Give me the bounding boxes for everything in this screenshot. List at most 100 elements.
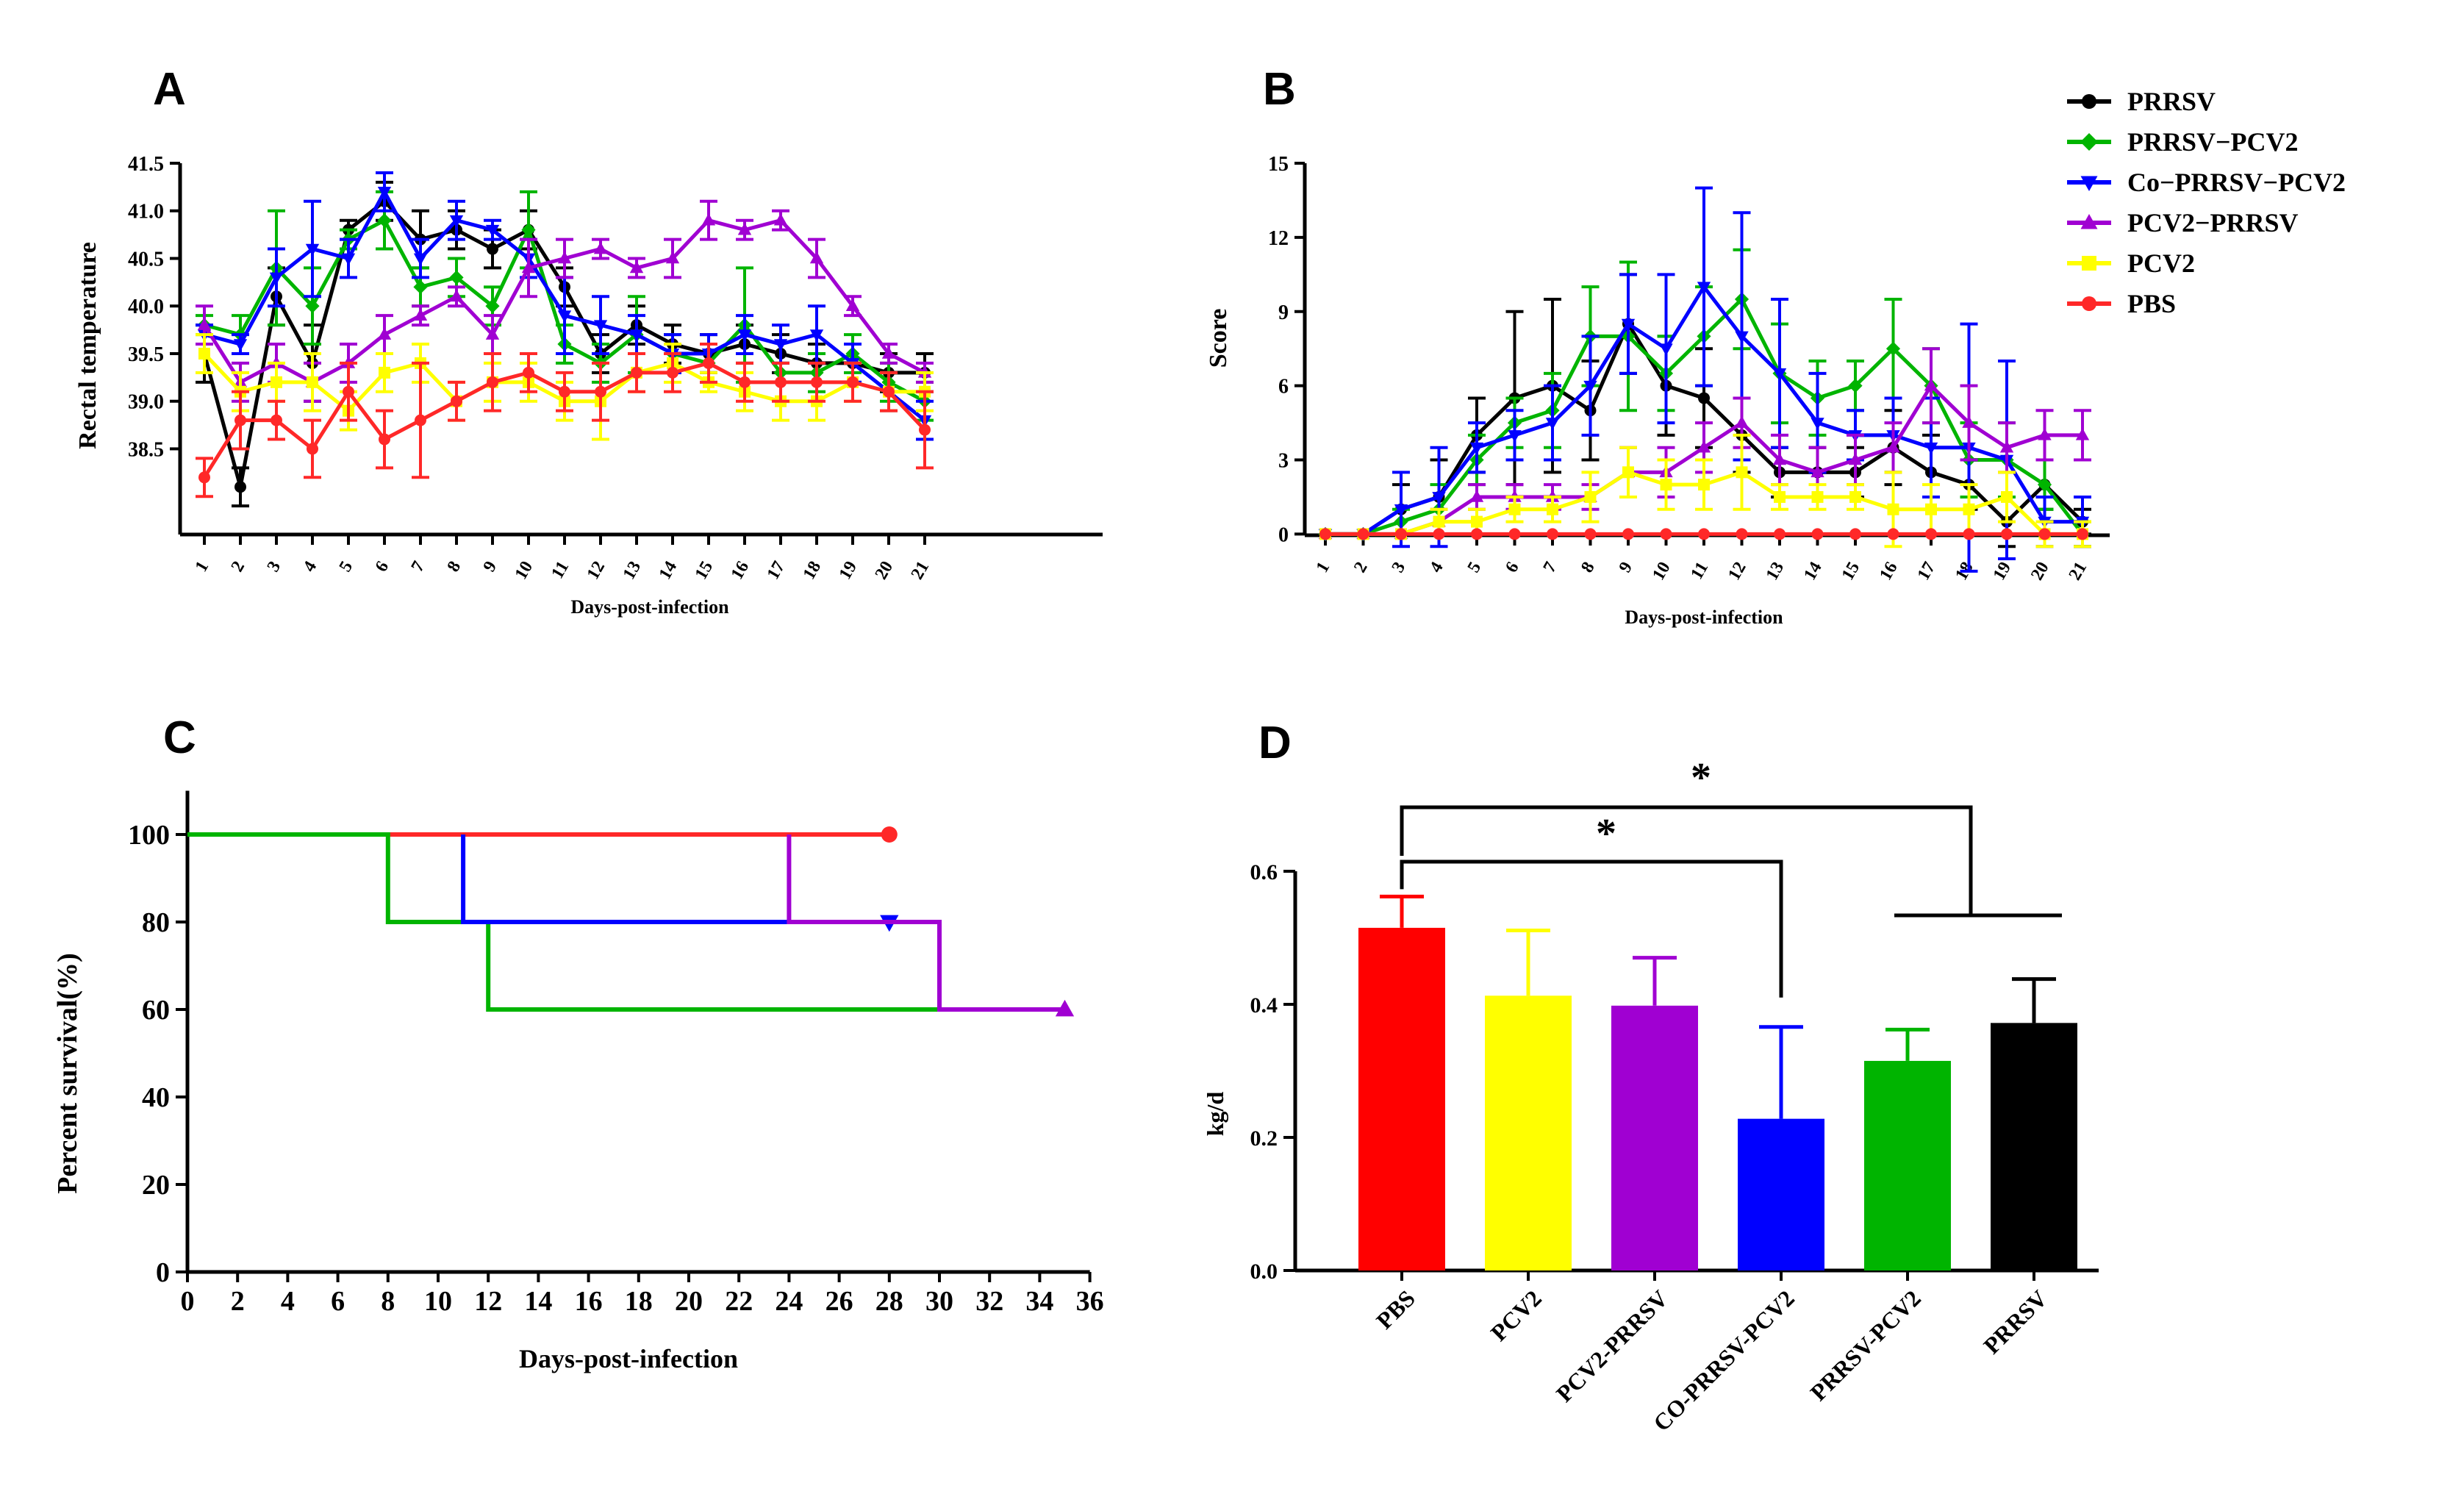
data-point — [1811, 490, 1824, 503]
data-point — [487, 376, 498, 388]
y-tick-label: 60 — [142, 995, 170, 1026]
data-point — [881, 346, 896, 359]
x-tick-label: PRRSV-PCV2 — [1805, 1284, 1926, 1406]
series-pbs — [196, 343, 934, 498]
data-point — [449, 215, 464, 228]
x-tick-label: 4 — [281, 1286, 295, 1317]
data-point — [1772, 452, 1787, 465]
panel-b-ylabel: Score — [1205, 309, 1232, 368]
data-point — [1887, 528, 1899, 540]
panel-letter-a: A — [153, 64, 186, 115]
bar-prrsv-pcv2 — [1864, 1060, 1951, 1270]
data-point — [593, 320, 608, 332]
legend-marker-prrsv-pcv2 — [2080, 133, 2098, 151]
data-point — [413, 308, 428, 321]
legend-marker-pcv2-prrsv — [2080, 214, 2098, 229]
x-tick-label: PCV2-PRRSV — [1551, 1284, 1673, 1407]
data-point — [883, 385, 895, 398]
x-tick-label: 20 — [675, 1286, 703, 1317]
data-point — [198, 471, 210, 484]
x-tick-label: 26 — [825, 1286, 853, 1317]
x-tick-label: 10 — [1649, 559, 1675, 584]
x-tick-label: 32 — [975, 1286, 1003, 1317]
data-point — [1924, 379, 1938, 391]
x-tick-label: 5 — [336, 558, 357, 575]
x-tick-label: 4 — [300, 558, 321, 575]
x-tick-label: 18 — [800, 558, 825, 583]
y-tick-label: 39.5 — [128, 343, 164, 366]
data-point — [1622, 528, 1634, 540]
x-tick-label: 15 — [1838, 559, 1864, 584]
data-point — [811, 376, 823, 388]
y-tick-label: 40.0 — [128, 296, 164, 318]
data-point — [1471, 528, 1483, 540]
data-point — [487, 243, 498, 255]
data-point — [1811, 418, 1824, 430]
data-point — [198, 347, 210, 360]
data-point — [413, 253, 428, 266]
legend-label-pcv2-prrsv: PCV2−PRRSV — [2127, 208, 2299, 237]
x-tick-label: 8 — [381, 1286, 395, 1317]
x-tick-label: 14 — [1800, 559, 1826, 584]
data-point — [847, 376, 859, 388]
x-tick-label: 8 — [1577, 559, 1599, 576]
data-point — [1811, 528, 1824, 540]
data-point — [559, 385, 570, 398]
y-tick-label: 0 — [156, 1257, 170, 1288]
x-tick-label: 28 — [875, 1286, 903, 1317]
bar-pcv2 — [1485, 996, 1572, 1270]
panel-letter-d: D — [1258, 718, 1292, 768]
data-point — [307, 376, 318, 388]
data-point — [1319, 528, 1331, 540]
x-tick-label: 12 — [1725, 559, 1750, 584]
legend-label-pbs: PBS — [2127, 289, 2176, 318]
legend-label-prrsv: PRRSV — [2127, 87, 2216, 116]
data-point — [1584, 490, 1597, 503]
data-point — [341, 253, 356, 266]
data-point — [773, 339, 788, 351]
data-point — [234, 414, 246, 426]
x-tick-label: 21 — [2066, 559, 2091, 584]
y-tick-label: 39.0 — [128, 391, 164, 414]
data-point — [1885, 341, 1901, 356]
data-point — [1848, 452, 1863, 465]
panel-letter-c: C — [163, 712, 196, 763]
data-point — [1999, 440, 2014, 453]
x-tick-label: PBS — [1371, 1284, 1420, 1334]
x-tick-label: 24 — [775, 1286, 803, 1317]
x-tick-label: 13 — [620, 558, 645, 583]
x-tick-label: 16 — [1876, 559, 1902, 584]
x-tick-label: 6 — [372, 558, 393, 575]
data-point — [1735, 415, 1749, 428]
data-point — [1962, 415, 1976, 428]
x-tick-label: 4 — [1426, 559, 1447, 576]
data-point — [1357, 528, 1369, 540]
data-point — [271, 414, 282, 426]
data-point — [809, 329, 824, 342]
data-point — [1811, 465, 1824, 478]
x-tick-label: 14 — [524, 1286, 552, 1317]
x-tick-label: 22 — [725, 1286, 753, 1317]
y-tick-label: 40.5 — [128, 248, 164, 271]
x-tick-label: 34 — [1025, 1286, 1053, 1317]
data-point — [1697, 282, 1711, 294]
x-tick-label: 19 — [836, 558, 862, 583]
legend-marker-co-prrsv-pcv2 — [2080, 176, 2098, 191]
x-tick-label: 7 — [1540, 559, 1561, 576]
bar-prrsv — [1991, 1023, 2077, 1270]
x-tick-label: 0 — [181, 1286, 195, 1317]
data-point — [2001, 528, 2013, 540]
x-tick-label: 1 — [1313, 559, 1334, 576]
y-tick-label: 38.5 — [128, 438, 164, 461]
legend-marker-pbs — [2082, 296, 2096, 311]
data-point — [631, 366, 642, 379]
data-point — [1583, 380, 1597, 393]
data-point — [1924, 442, 1938, 455]
legend-label-pcv2: PCV2 — [2127, 249, 2195, 278]
x-tick-label: 5 — [1464, 559, 1486, 576]
data-point — [1432, 492, 1446, 504]
data-point — [1660, 479, 1672, 491]
data-point — [1621, 318, 1636, 332]
data-point — [557, 251, 572, 264]
